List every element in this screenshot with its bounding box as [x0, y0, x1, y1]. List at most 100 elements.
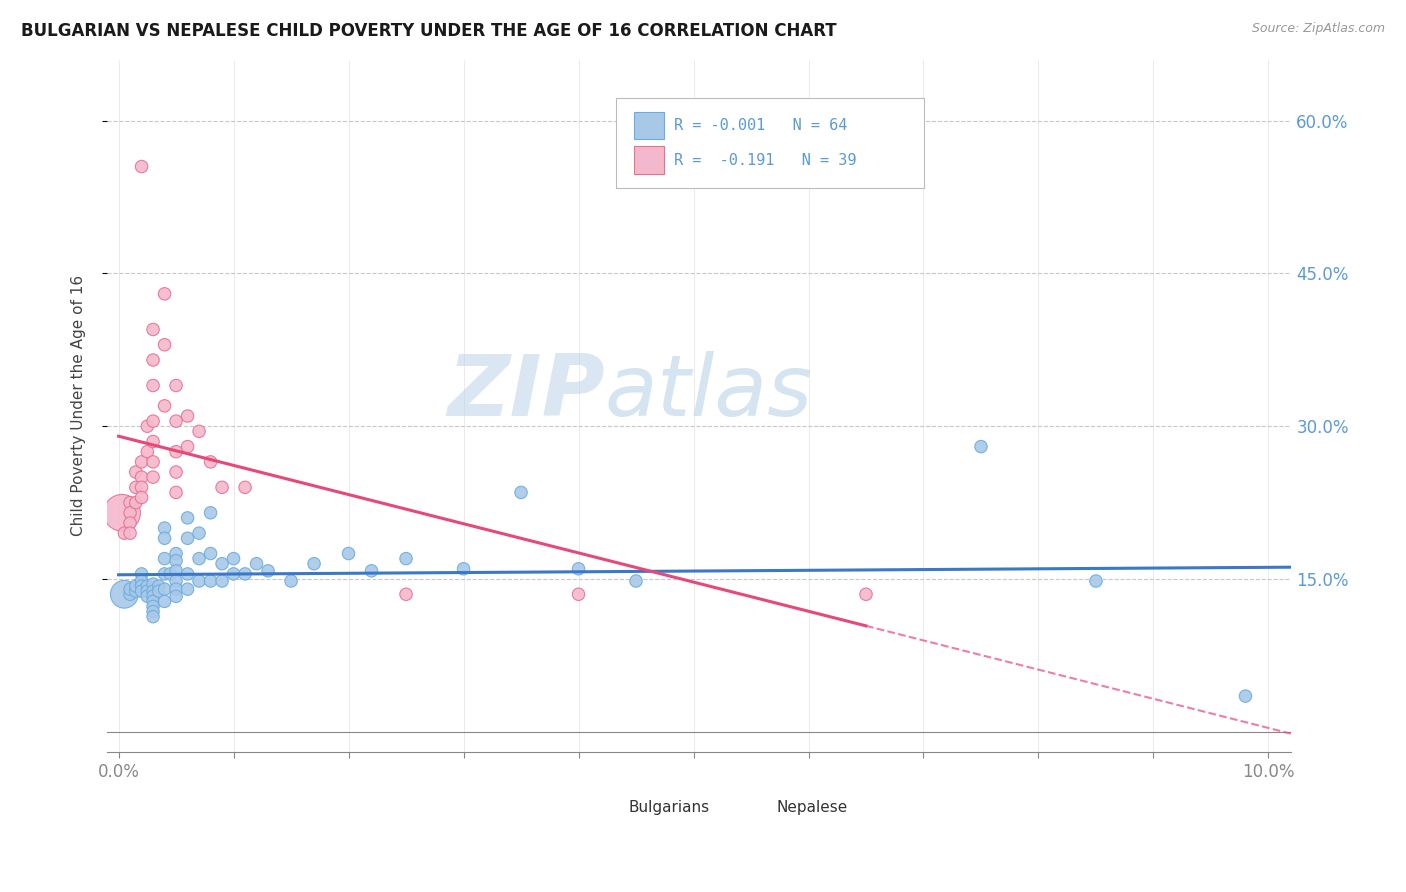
Point: [510, 485, 533, 500]
Point: [142, 470, 165, 484]
Point: [125, 579, 148, 593]
Point: [120, 526, 142, 541]
Point: [165, 564, 187, 578]
Text: Nepalese: Nepalese: [776, 800, 848, 815]
Point: [153, 551, 176, 566]
Point: [131, 584, 153, 599]
Point: [176, 440, 198, 454]
Point: [142, 609, 165, 624]
Point: [125, 495, 148, 509]
Point: [176, 531, 198, 545]
Point: [142, 605, 165, 619]
FancyBboxPatch shape: [616, 98, 924, 187]
Point: [211, 557, 233, 571]
FancyBboxPatch shape: [737, 794, 766, 818]
FancyBboxPatch shape: [634, 146, 664, 174]
Text: ZIP: ZIP: [447, 351, 605, 434]
Point: [337, 547, 360, 561]
Point: [970, 440, 993, 454]
Point: [153, 286, 176, 301]
Point: [302, 557, 325, 571]
Point: [131, 574, 153, 588]
Point: [142, 414, 165, 428]
Point: [136, 579, 159, 593]
Point: [176, 511, 198, 525]
Point: [360, 564, 382, 578]
Point: [120, 516, 142, 530]
Point: [125, 480, 148, 494]
Point: [200, 455, 222, 469]
Point: [222, 551, 245, 566]
Point: [165, 485, 187, 500]
Point: [200, 506, 222, 520]
Point: [142, 455, 165, 469]
Point: [159, 566, 181, 581]
FancyBboxPatch shape: [586, 794, 616, 818]
Point: [245, 557, 267, 571]
Point: [111, 506, 134, 520]
Point: [188, 551, 211, 566]
Point: [222, 566, 245, 581]
Point: [131, 160, 153, 174]
Point: [153, 337, 176, 351]
Point: [131, 470, 153, 484]
Point: [176, 582, 198, 597]
Point: [188, 526, 211, 541]
Point: [165, 589, 187, 603]
Point: [153, 582, 176, 597]
Point: [142, 353, 165, 368]
Point: [148, 584, 170, 599]
Point: [120, 587, 142, 601]
Point: [120, 495, 142, 509]
Point: [120, 506, 142, 520]
Point: [125, 465, 148, 479]
Text: R =  -0.191   N = 39: R = -0.191 N = 39: [675, 153, 856, 168]
Point: [188, 574, 211, 588]
Point: [136, 444, 159, 458]
Point: [211, 480, 233, 494]
Point: [395, 587, 418, 601]
Point: [153, 594, 176, 608]
Point: [153, 399, 176, 413]
Point: [142, 434, 165, 449]
Point: [120, 582, 142, 597]
Point: [233, 566, 256, 581]
Point: [142, 594, 165, 608]
Point: [567, 587, 589, 601]
Point: [1085, 574, 1108, 588]
Point: [165, 554, 187, 568]
Point: [176, 409, 198, 423]
Point: [131, 480, 153, 494]
Point: [165, 547, 187, 561]
Point: [136, 584, 159, 599]
Point: [165, 582, 187, 597]
Point: [142, 584, 165, 599]
Text: R = -0.001   N = 64: R = -0.001 N = 64: [675, 118, 848, 133]
Point: [165, 414, 187, 428]
Text: atlas: atlas: [605, 351, 813, 434]
Point: [280, 574, 302, 588]
Point: [131, 574, 153, 588]
Text: BULGARIAN VS NEPALESE CHILD POVERTY UNDER THE AGE OF 16 CORRELATION CHART: BULGARIAN VS NEPALESE CHILD POVERTY UNDE…: [21, 22, 837, 40]
Point: [1234, 689, 1257, 703]
Point: [188, 425, 211, 439]
FancyBboxPatch shape: [634, 112, 664, 139]
Point: [453, 562, 475, 576]
Point: [142, 589, 165, 603]
Point: [112, 526, 135, 541]
Point: [131, 566, 153, 581]
Text: Bulgarians: Bulgarians: [628, 800, 710, 815]
Point: [200, 547, 222, 561]
Point: [200, 574, 222, 588]
Point: [153, 531, 176, 545]
Point: [624, 574, 647, 588]
Point: [176, 566, 198, 581]
Point: [131, 491, 153, 505]
Point: [165, 465, 187, 479]
Y-axis label: Child Poverty Under the Age of 16: Child Poverty Under the Age of 16: [72, 276, 86, 536]
Point: [125, 584, 148, 599]
Point: [142, 577, 165, 591]
Point: [855, 587, 877, 601]
Point: [131, 579, 153, 593]
Point: [395, 551, 418, 566]
